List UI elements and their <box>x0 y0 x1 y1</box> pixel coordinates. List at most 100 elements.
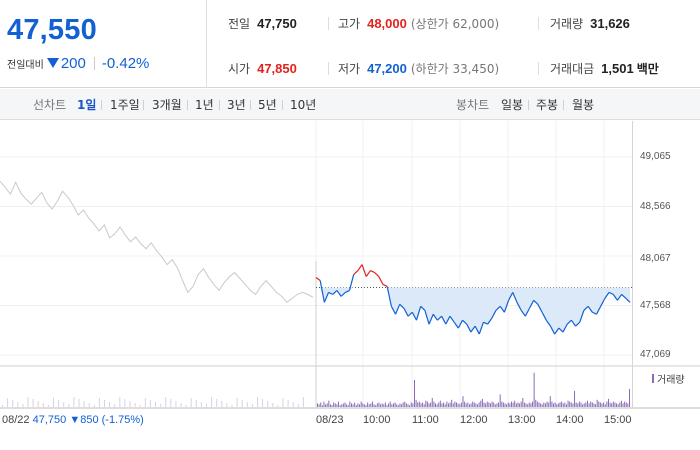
volume-bar <box>402 402 404 407</box>
period-3m[interactable]: 3개월 <box>152 98 182 112</box>
chart-period-bar: 선차트 1일 1주일 3개월 1년 3년 5년 10년 봉차트 일봉 주봉 월봉 <box>0 89 700 120</box>
volume-bar-previous-day <box>12 400 14 407</box>
stat-value: 48,000 <box>367 16 407 31</box>
volume-bar <box>489 403 491 407</box>
volume-legend-label: 거래량 <box>657 375 685 386</box>
series-segment-current-day <box>462 319 468 325</box>
volume-bar-previous-day <box>257 397 258 407</box>
series-segment-current-day <box>612 294 618 301</box>
volume-bar <box>430 402 432 407</box>
volume-bar-previous-day <box>63 402 65 407</box>
line-chart-label: 선차트 <box>33 98 67 112</box>
series-segment-current-day <box>487 317 493 325</box>
volume-bar <box>417 402 419 407</box>
series-segment-current-day <box>370 270 375 274</box>
volume-bar <box>520 401 522 407</box>
volume-bar <box>585 402 587 407</box>
price-chart[interactable]: 49,065 48,566 48,067 47,568 47,069 거래량 0… <box>0 121 700 450</box>
volume-bar <box>510 401 512 407</box>
volume-bar <box>603 402 605 407</box>
series-segment-current-day <box>595 306 602 315</box>
volume-bar-previous-day <box>246 402 248 407</box>
series-segment-current-day <box>516 302 522 311</box>
period-1d[interactable]: 1일 <box>77 98 97 112</box>
volume-bar <box>627 403 629 407</box>
volume-bar <box>370 403 372 407</box>
series-segment-current-day <box>558 327 564 333</box>
volume-bar <box>629 389 630 407</box>
volume-bar-previous-day <box>58 400 60 407</box>
series-segment-current-day <box>604 292 610 299</box>
volume-bar <box>470 403 472 407</box>
series-segment-current-day <box>554 327 560 335</box>
volume-bar <box>544 403 546 407</box>
volume-bar <box>507 402 509 407</box>
volume-bar-previous-day <box>37 401 39 407</box>
volume-bar <box>582 404 584 407</box>
volume-bar <box>625 402 627 407</box>
volume-bar <box>454 401 456 407</box>
volume-bar-previous-day <box>236 398 238 407</box>
volume-bar <box>383 404 385 407</box>
period-1w[interactable]: 1주일 <box>110 98 140 112</box>
series-segment-current-day <box>503 300 510 313</box>
series-segment-current-day <box>432 313 438 321</box>
prev-change: 850 <box>80 414 99 426</box>
volume-bar-previous-day <box>149 400 151 407</box>
volume-bar <box>559 402 561 407</box>
volume-bar-previous-day <box>134 403 136 407</box>
volume-bar <box>598 401 600 407</box>
volume-bar <box>554 402 556 407</box>
series-segment-current-day <box>457 319 464 329</box>
volume-bar-previous-day <box>195 400 197 407</box>
volume-bar <box>439 400 441 407</box>
volume-bar <box>318 404 320 407</box>
volume-bar-previous-day <box>180 403 182 407</box>
volume-bar <box>514 400 516 407</box>
volume-bar <box>418 401 420 407</box>
stat-open: 시가 47,850 <box>228 60 297 76</box>
volume-bar <box>530 403 532 407</box>
volume-bar-previous-day <box>277 405 279 407</box>
volume-bar <box>444 404 446 407</box>
series-segment-current-day <box>562 323 568 333</box>
period-5y[interactable]: 5년 <box>258 98 277 112</box>
x-tick: 14:00 <box>556 414 584 426</box>
stat-value: 31,626 <box>590 16 630 31</box>
volume-bar <box>561 401 563 407</box>
candle-monthly[interactable]: 월봉 <box>572 98 595 112</box>
y-tick: 48,566 <box>640 201 671 212</box>
divider <box>219 100 220 110</box>
period-3y[interactable]: 3년 <box>227 98 246 112</box>
volume-bar <box>533 372 535 407</box>
volume-bar <box>620 400 622 407</box>
series-segment-current-day <box>315 277 321 281</box>
volume-bar <box>472 401 474 407</box>
volume-bar <box>569 401 571 407</box>
divider <box>538 17 539 30</box>
volume-bar <box>574 390 576 407</box>
volume-bar <box>350 403 352 407</box>
volume-bar <box>344 402 346 407</box>
series-segment-current-day <box>415 306 422 321</box>
volume-bar-previous-day <box>144 398 146 407</box>
volume-bar <box>368 404 370 407</box>
volume-bar <box>328 400 330 407</box>
candle-weekly[interactable]: 주봉 <box>536 98 559 112</box>
series-segment-current-day <box>382 283 388 287</box>
volume-bar <box>612 401 614 407</box>
volume-bar-previous-day <box>200 402 202 407</box>
price-change-row: 전일대비 200 -0.42% <box>7 54 149 72</box>
period-1y[interactable]: 1년 <box>195 98 214 112</box>
volume-bar-previous-day <box>98 398 100 407</box>
volume-bar <box>333 402 335 407</box>
period-10y[interactable]: 10년 <box>290 98 317 112</box>
volume-bar <box>604 404 606 407</box>
volume-bar <box>446 401 448 407</box>
volume-bar <box>609 402 611 407</box>
candle-daily[interactable]: 일봉 <box>501 98 524 112</box>
volume-bar-previous-day <box>129 401 131 407</box>
volume-bar-previous-day <box>53 398 54 407</box>
volume-bar <box>485 403 487 407</box>
volume-bar <box>329 404 331 407</box>
